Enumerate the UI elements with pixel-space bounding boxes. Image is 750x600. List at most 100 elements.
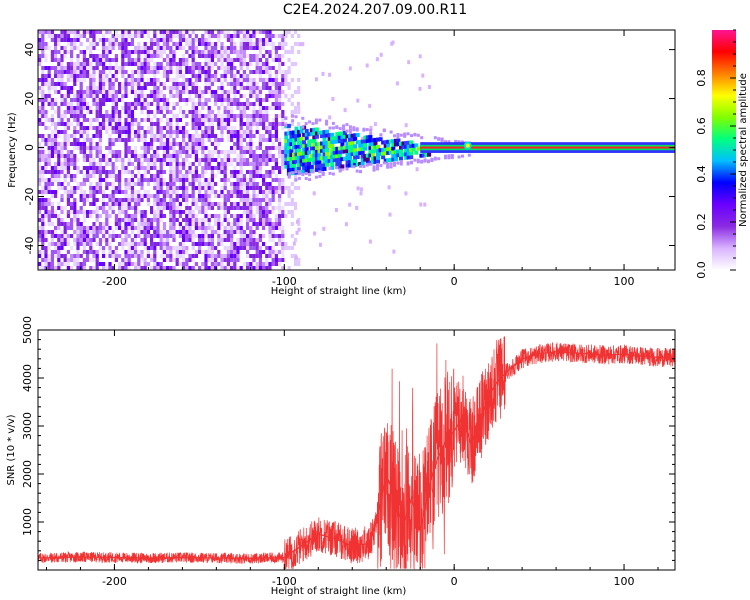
spectrogram-cell <box>146 78 150 82</box>
spectrogram-cell <box>230 246 234 250</box>
spectrogram-cell <box>172 34 176 38</box>
spectrogram-cell <box>98 158 102 162</box>
spectrogram-cell <box>420 159 424 163</box>
spectrogram-cell <box>140 110 144 114</box>
spectrogram-cell <box>220 234 224 238</box>
spectrogram-cell <box>57 182 61 186</box>
spectrogram-cell <box>287 66 291 70</box>
spectrogram-cell <box>182 178 186 182</box>
spectrogram-cell <box>162 178 166 182</box>
spectrogram-cell <box>82 194 86 198</box>
spectrogram-cell <box>230 202 234 206</box>
spectrogram-cell <box>162 94 166 98</box>
spectrogram-cell <box>204 154 208 158</box>
spectrogram-cell <box>153 266 157 270</box>
spectrogram-cell <box>146 66 150 70</box>
spectrogram-cell <box>47 222 51 226</box>
spectrogram-cell <box>162 50 166 54</box>
spectrogram-cell <box>76 238 80 242</box>
spectrogram-cell <box>204 266 208 270</box>
spectrogram-cell <box>127 222 131 226</box>
spectrogram-cell <box>66 214 70 218</box>
spectrogram-cell <box>274 54 278 58</box>
spectrogram-cell <box>79 234 83 238</box>
spectrogram-cell <box>159 170 163 174</box>
spectrogram-cell <box>159 254 163 258</box>
spectrogram-cell <box>348 152 352 157</box>
spectrogram-cell <box>124 154 128 158</box>
spectrogram-cell <box>108 214 112 218</box>
spectrogram-cell <box>121 38 125 42</box>
spectrogram-cell <box>207 194 211 198</box>
spectrogram-cell <box>178 194 182 198</box>
spectrogram-cell <box>70 174 74 178</box>
spectrogram-cell <box>54 134 58 138</box>
spectrogram-cell <box>169 54 173 58</box>
spectrogram-cell <box>143 190 147 194</box>
spectrogram-cell <box>76 66 80 70</box>
spectrogram-cell <box>376 144 380 149</box>
spectrogram-cell <box>278 242 282 246</box>
spectrogram-cell <box>146 30 150 34</box>
spectrogram-cell <box>178 230 182 234</box>
spectrogram-cell <box>239 154 243 158</box>
spectrogram-cell <box>114 90 118 94</box>
spectrogram-cell <box>188 254 192 258</box>
spectrogram-cell <box>217 114 221 118</box>
spectrogram-cell <box>102 254 106 258</box>
spectrogram-cell <box>242 42 246 46</box>
spectrogram-cell <box>293 206 298 210</box>
spectrogram-cell <box>44 154 48 158</box>
spectrogram-cell <box>409 140 414 145</box>
spectrogram-cell <box>57 114 61 118</box>
spectrogram-cell <box>191 174 195 178</box>
spectrogram-cell <box>159 82 163 86</box>
spectrogram-cell <box>57 62 61 66</box>
spectrogram-cell <box>210 230 214 234</box>
spectrogram-cell <box>233 98 237 102</box>
spectrogram-cell <box>156 46 160 50</box>
spectrogram-cell <box>95 254 99 258</box>
spectrogram-cell <box>368 103 372 108</box>
spectrogram-cell <box>172 238 176 242</box>
spectrogram-cell <box>391 139 396 144</box>
spectrogram-cell <box>111 266 115 270</box>
spectrogram-cell <box>124 222 128 226</box>
spectrogram-cell <box>41 194 45 198</box>
spectrogram-cell <box>169 202 173 206</box>
spectrogram-cell <box>169 174 173 178</box>
spectrogram-cell <box>258 186 262 190</box>
spectrogram-cell <box>153 66 157 70</box>
spectrogram-cell <box>156 146 160 150</box>
spectrogram-cell <box>220 242 224 246</box>
spectrogram-cell <box>322 133 327 138</box>
spectrogram-cell <box>185 262 189 266</box>
spectrogram-cell <box>54 54 58 58</box>
spectrogram-cell <box>437 157 441 161</box>
spectrogram-cell <box>98 102 102 106</box>
spectrogram-cell <box>86 166 90 170</box>
spectrogram-cell <box>236 114 240 118</box>
spectrogram-cell <box>38 266 42 270</box>
spectrogram-cell <box>79 262 83 266</box>
spectrogram-cell <box>255 154 259 158</box>
spectrogram-cell <box>57 38 61 42</box>
spectrogram-cell <box>130 226 134 230</box>
spectrogram-cell <box>108 118 112 122</box>
spectrogram-cell <box>175 166 179 170</box>
spectrogram-cell <box>70 158 74 162</box>
spectrogram-cell <box>89 86 93 90</box>
spectrogram-cell <box>194 86 198 90</box>
spectrogram-cell <box>268 250 272 254</box>
spectrogram-cell <box>82 138 86 142</box>
spectrogram-cell <box>44 78 48 82</box>
spectrogram-cell <box>330 165 335 170</box>
spectrogram-cell <box>111 98 115 102</box>
spectrogram-cell <box>210 190 214 194</box>
spectrogram-cell <box>166 258 170 262</box>
spectrogram-cell <box>271 66 275 70</box>
spectrogram-cell <box>220 202 224 206</box>
spectrogram-cell <box>239 110 243 114</box>
spectrogram-cell <box>274 258 278 262</box>
